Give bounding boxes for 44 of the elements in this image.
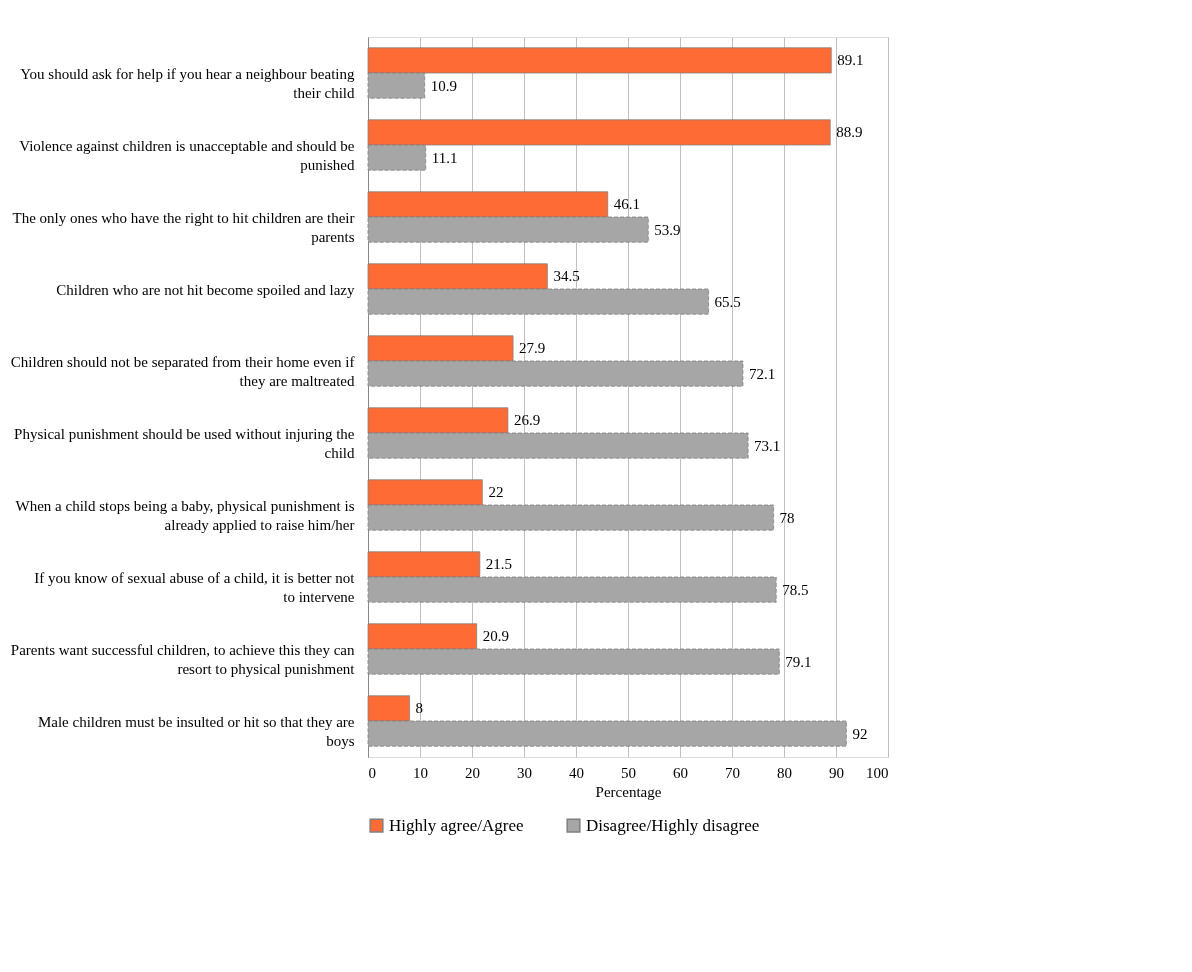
data-label: 10.9 xyxy=(430,77,457,94)
x-tick-label: 90 xyxy=(829,764,844,781)
data-label: 78 xyxy=(779,509,795,526)
y-tick-label: Physical punishment should be used without injuring the child xyxy=(14,425,355,461)
y-tick-label: The only ones who have the right to hit children are their parents xyxy=(12,209,355,245)
data-label: 79.1 xyxy=(785,653,812,670)
data-label: 26.9 xyxy=(513,412,541,429)
x-axis-title: Percentage xyxy=(595,783,662,800)
x-tick-label: 30 xyxy=(517,764,532,781)
y-tick-label: Violence against children is unacceptable and should be punished xyxy=(19,137,355,173)
data-label: 21.5 xyxy=(485,556,513,573)
x-tick-label: 10 xyxy=(413,764,428,781)
legend-label: Highly agree/Agree xyxy=(389,815,524,835)
data-label: 88.9 xyxy=(836,124,863,141)
y-tick-label: You should ask for help if you hear a neighbour beating their child xyxy=(20,65,355,101)
data-label: 20.9 xyxy=(482,628,509,645)
x-tick-label: 80 xyxy=(777,764,792,781)
y-tick-label: Children who are not hit become spoiled and lazy xyxy=(56,281,355,298)
x-tick-label: 100 xyxy=(866,764,889,781)
data-label: 53.9 xyxy=(654,221,681,238)
y-tick-label: If you know of sexual abuse of a child, it is better not to intervene xyxy=(34,569,356,605)
data-label: 8 xyxy=(415,700,424,717)
data-label: 92 xyxy=(852,725,868,742)
data-label: 65.5 xyxy=(714,293,741,310)
x-tick-label: 60 xyxy=(673,764,688,781)
x-tick-label: 40 xyxy=(569,764,584,781)
data-label: 73.1 xyxy=(754,437,781,454)
x-tick-label: 70 xyxy=(725,764,740,781)
y-tick-label: When a child stops being a baby, physical punishment is already applied to raise him/her xyxy=(15,497,355,533)
data-label: 22 xyxy=(488,484,504,501)
x-tick-label: 50 xyxy=(621,764,636,781)
data-label: 34.5 xyxy=(553,268,580,285)
y-tick-label: Children should not be separated from their home even if they are maltreated xyxy=(10,353,355,389)
x-tick-label: 0 xyxy=(368,764,376,781)
data-label: 78.5 xyxy=(782,581,809,598)
y-tick-label: Parents want successful children, to achieve this they can resort to physical punishment xyxy=(10,641,356,677)
data-label: 72.1 xyxy=(748,365,776,382)
x-tick-label: 20 xyxy=(465,764,480,781)
legend-label: Disagree/Highly disagree xyxy=(586,815,760,835)
data-label: 46.1 xyxy=(613,196,640,213)
data-label: 27.9 xyxy=(519,340,546,357)
data-label: 89.1 xyxy=(837,52,864,69)
data-label: 11.1 xyxy=(431,149,458,166)
y-tick-label: Male children must be insulted or hit so that they are boys xyxy=(37,713,355,749)
